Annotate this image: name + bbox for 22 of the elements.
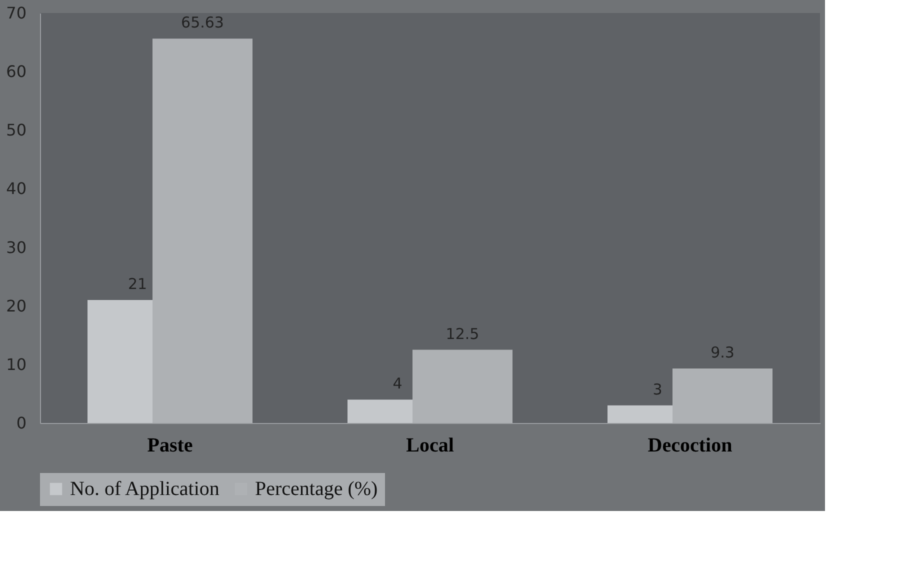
y-tick-label: 10 — [6, 354, 26, 374]
text: Percentage (%) — [255, 478, 378, 500]
data-label: 4 — [392, 374, 402, 393]
bar — [412, 350, 512, 423]
y-tick-label: 50 — [6, 120, 26, 140]
x-tick-label: Local — [406, 434, 454, 456]
y-tick-label: 70 — [6, 4, 26, 22]
y-tick-label: 0 — [16, 414, 26, 432]
legend-label: No. of Application — [70, 478, 220, 500]
data-label: 21 — [128, 275, 148, 293]
bar — [152, 38, 252, 423]
bar — [672, 368, 772, 423]
data-label: 9.3 — [710, 344, 734, 362]
x-tick-label: Paste — [147, 434, 193, 456]
y-tick-label: 60 — [6, 62, 26, 82]
data-label: 12.5 — [446, 324, 480, 343]
y-tick-label: 20 — [6, 296, 26, 316]
data-label: 65.63 — [181, 14, 224, 32]
data-label: 3 — [652, 380, 662, 398]
y-tick-label: 30 — [6, 238, 26, 257]
x-tick-label: Decoction — [648, 434, 732, 456]
y-tick-label: 40 — [6, 179, 26, 198]
